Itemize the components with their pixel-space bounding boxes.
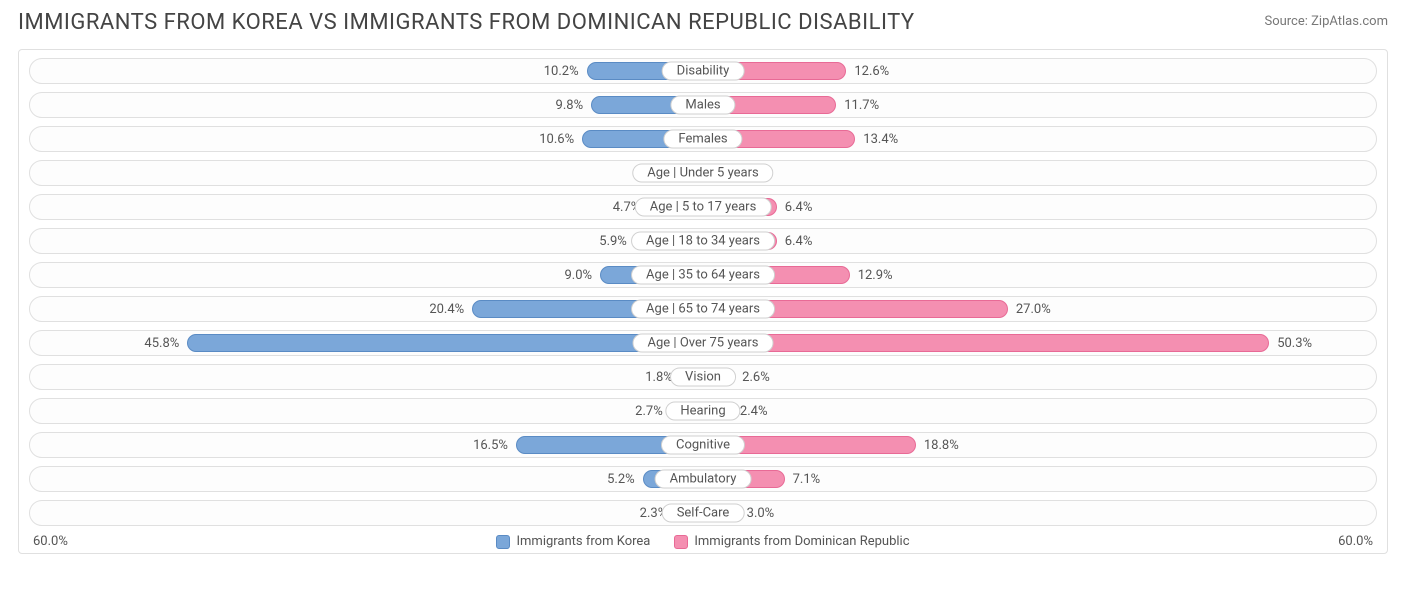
legend-item-right: Immigrants from Dominican Republic [674, 534, 909, 549]
left-half: 1.1% [30, 161, 703, 185]
legend-swatch-left [496, 535, 510, 549]
left-value: 10.6% [533, 132, 580, 147]
left-half: 1.8% [30, 365, 703, 389]
legend-label-right: Immigrants from Dominican Republic [694, 534, 909, 549]
data-row: 4.7% 6.4% Age | 5 to 17 years [29, 194, 1377, 220]
data-row: 2.3% 3.0%Self-Care [29, 500, 1377, 526]
right-bar [705, 334, 1269, 352]
left-value: 5.2% [601, 472, 641, 487]
left-value: 10.2% [538, 64, 585, 79]
left-bar [187, 334, 701, 352]
data-row: 10.6% 13.4% Females [29, 126, 1377, 152]
right-half: 18.8% [703, 433, 1376, 457]
category-label: Disability [662, 62, 745, 81]
data-row: 1.1%1.1%Age | Under 5 years [29, 160, 1377, 186]
data-row: 2.7% 2.4%Hearing [29, 398, 1377, 424]
left-half: 16.5% [30, 433, 703, 457]
left-half: 5.2% [30, 467, 703, 491]
right-half: 12.9% [703, 263, 1376, 287]
right-half: 1.1% [703, 161, 1376, 185]
left-half: 9.8% [30, 93, 703, 117]
left-half: 2.3% [30, 501, 703, 525]
right-value: 2.6% [736, 370, 776, 385]
right-value: 6.4% [779, 234, 819, 249]
data-row: 9.0% 12.9% Age | 35 to 64 years [29, 262, 1377, 288]
right-value: 13.4% [857, 132, 904, 147]
source-attribution: Source: ZipAtlas.com [1264, 14, 1388, 29]
category-label: Age | 65 to 74 years [631, 300, 775, 319]
data-row: 5.2% 7.1% Ambulatory [29, 466, 1377, 492]
right-value: 6.4% [779, 200, 819, 215]
category-label: Age | 5 to 17 years [635, 198, 772, 217]
left-half: 10.6% [30, 127, 703, 151]
legend-swatch-right [674, 535, 688, 549]
right-half: 11.7% [703, 93, 1376, 117]
left-half: 4.7% [30, 195, 703, 219]
data-row: 20.4% 27.0% Age | 65 to 74 years [29, 296, 1377, 322]
data-row: 10.2% 12.6% Disability [29, 58, 1377, 84]
category-label: Age | Under 5 years [632, 164, 773, 183]
right-value: 12.6% [848, 64, 895, 79]
legend-label-left: Immigrants from Korea [516, 534, 650, 549]
axis-right-max: 60.0% [1338, 534, 1373, 549]
category-label: Females [663, 130, 742, 149]
category-label: Age | 35 to 64 years [631, 266, 775, 285]
rows-host: 10.2%12.6%Disability9.8%11.7%Males10.6%1… [29, 58, 1377, 526]
left-value: 9.0% [559, 268, 599, 283]
right-value: 50.3% [1271, 336, 1318, 351]
chart-container: IMMIGRANTS FROM KOREA VS IMMIGRANTS FROM… [0, 0, 1406, 562]
category-label: Age | 18 to 34 years [631, 232, 775, 251]
left-half: 20.4% [30, 297, 703, 321]
chart-title: IMMIGRANTS FROM KOREA VS IMMIGRANTS FROM… [18, 10, 915, 35]
left-half: 45.8% [30, 331, 703, 355]
data-row: 45.8% 50.3% Age | Over 75 years [29, 330, 1377, 356]
right-half: 2.4% [703, 399, 1376, 423]
right-value: 12.9% [852, 268, 899, 283]
right-half: 12.6% [703, 59, 1376, 83]
chart-area: 10.2%12.6%Disability9.8%11.7%Males10.6%1… [18, 49, 1388, 554]
axis-row: 60.0% Immigrants from Korea Immigrants f… [29, 532, 1377, 549]
right-half: 6.4% [703, 195, 1376, 219]
right-half: 3.0% [703, 501, 1376, 525]
left-half: 5.9% [30, 229, 703, 253]
left-value: 20.4% [423, 302, 470, 317]
left-half: 2.7% [30, 399, 703, 423]
left-value: 45.8% [138, 336, 185, 351]
right-value: 3.0% [741, 506, 781, 521]
legend: Immigrants from Korea Immigrants from Do… [496, 534, 909, 549]
left-value: 16.5% [467, 438, 514, 453]
legend-item-left: Immigrants from Korea [496, 534, 650, 549]
right-half: 2.6% [703, 365, 1376, 389]
header: IMMIGRANTS FROM KOREA VS IMMIGRANTS FROM… [18, 10, 1388, 35]
left-value: 5.9% [593, 234, 633, 249]
left-half: 10.2% [30, 59, 703, 83]
category-label: Vision [670, 368, 736, 387]
category-label: Hearing [665, 402, 740, 421]
data-row: 16.5% 18.8% Cognitive [29, 432, 1377, 458]
right-half: 13.4% [703, 127, 1376, 151]
right-value: 27.0% [1010, 302, 1057, 317]
category-label: Age | Over 75 years [633, 334, 774, 353]
right-half: 7.1% [703, 467, 1376, 491]
right-half: 50.3% [703, 331, 1376, 355]
category-label: Self-Care [662, 504, 745, 523]
right-half: 27.0% [703, 297, 1376, 321]
category-label: Cognitive [661, 436, 745, 455]
left-value: 2.7% [629, 404, 669, 419]
data-row: 5.9% 6.4% Age | 18 to 34 years [29, 228, 1377, 254]
category-label: Males [670, 96, 735, 115]
category-label: Ambulatory [655, 470, 752, 489]
right-half: 6.4% [703, 229, 1376, 253]
axis-left-max: 60.0% [33, 534, 68, 549]
data-row: 9.8% 11.7% Males [29, 92, 1377, 118]
right-value: 11.7% [838, 98, 885, 113]
data-row: 1.8% 2.6%Vision [29, 364, 1377, 390]
left-half: 9.0% [30, 263, 703, 287]
right-value: 18.8% [918, 438, 965, 453]
left-value: 9.8% [550, 98, 590, 113]
right-value: 7.1% [787, 472, 827, 487]
